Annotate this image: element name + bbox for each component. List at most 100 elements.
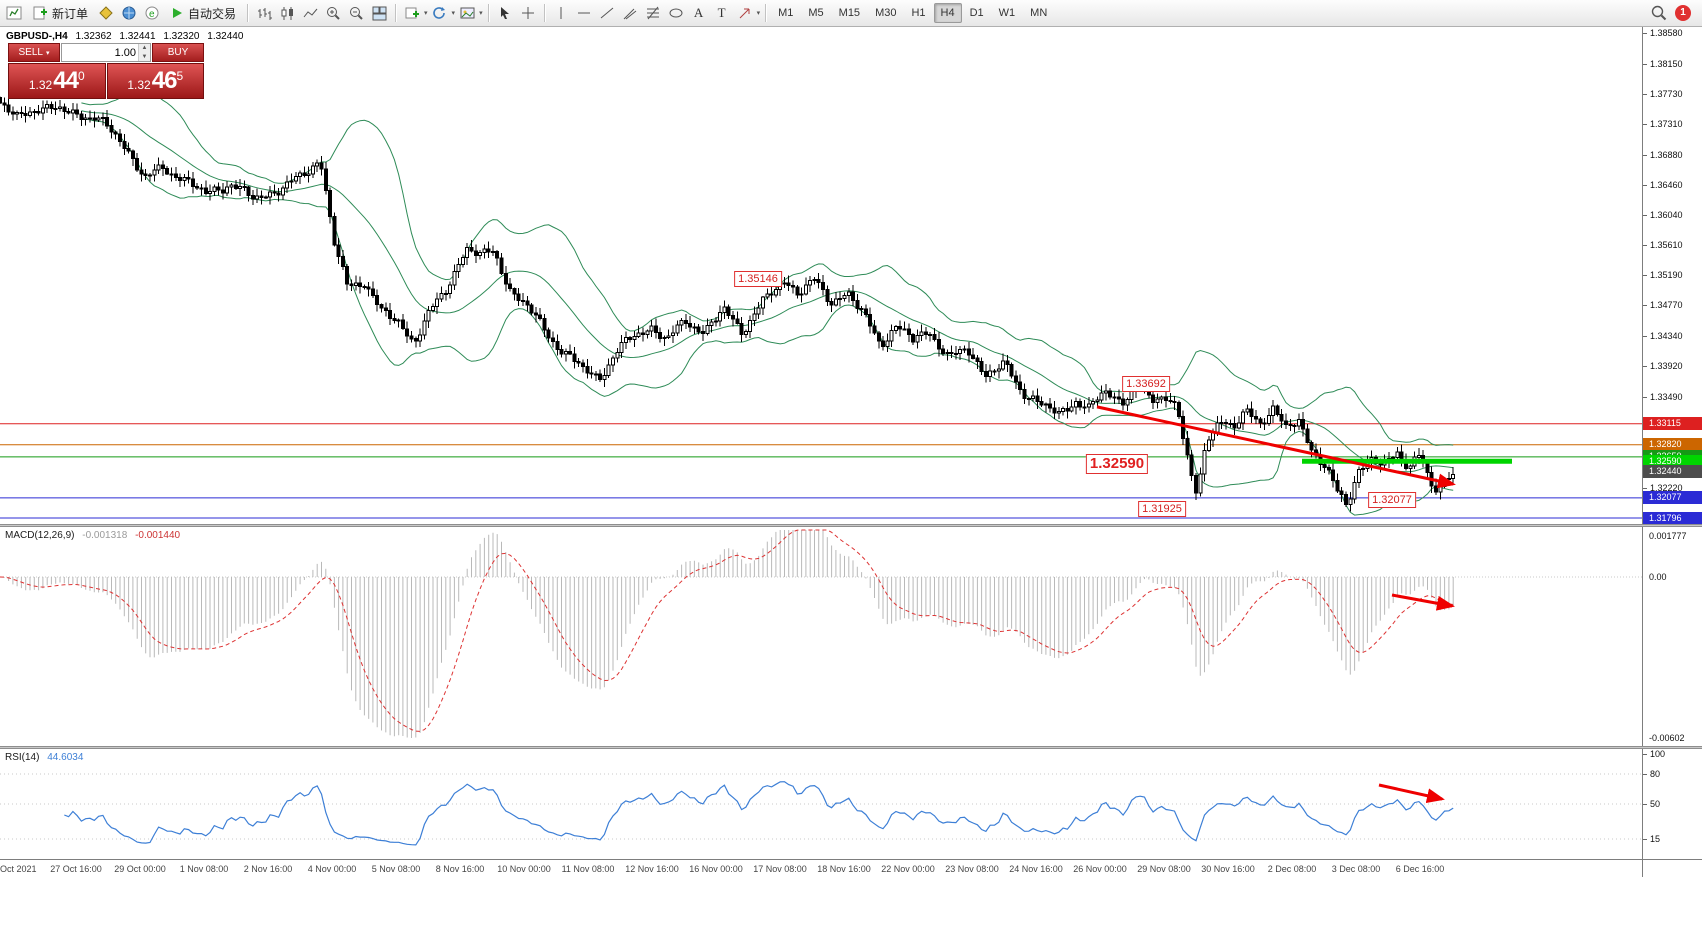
- price-annotation[interactable]: 1.33692: [1122, 376, 1170, 392]
- price-tick: 1.33920: [1643, 361, 1683, 371]
- buy-mode-button[interactable]: BUY: [152, 43, 204, 62]
- channel-tool-icon[interactable]: [619, 2, 641, 24]
- fibonacci-tool-icon[interactable]: [642, 2, 664, 24]
- shapes-tool-icon[interactable]: [665, 2, 687, 24]
- zoom-out-icon[interactable]: [345, 2, 367, 24]
- price-badge: 1.32440: [1643, 465, 1702, 478]
- play-icon: [170, 2, 184, 24]
- new-order-label: 新订单: [52, 6, 89, 21]
- arrows-tool-icon[interactable]: [734, 2, 756, 24]
- toolbar-separator: [543, 4, 545, 22]
- time-axis-label: 18 Nov 16:00: [817, 864, 871, 874]
- macd-row: MACD(12,26,9) -0.001318 -0.001440 0.0017…: [0, 527, 1702, 746]
- zoom-in-icon[interactable]: [322, 2, 344, 24]
- price-tick: 1.37730: [1643, 89, 1683, 99]
- sell-price-big: 44: [53, 67, 79, 94]
- price-scale[interactable]: 1.38580 1.38150 1.37730 1.37310 1.36880 1.364…: [1642, 27, 1702, 524]
- close-value: 1.32440: [207, 31, 244, 42]
- rsi-scale[interactable]: 100 80 50 15: [1642, 749, 1702, 859]
- line-chart-type-icon[interactable]: [299, 2, 321, 24]
- macd-signal-line: [0, 529, 1454, 732]
- rsi-row: RSI(14) 44.6034 100 80 50 15: [0, 749, 1702, 859]
- text-tool-icon[interactable]: A: [693, 5, 704, 20]
- tf-button-d1[interactable]: D1: [969, 7, 984, 19]
- price-tick: 1.38580: [1643, 28, 1683, 38]
- autotrading-button[interactable]: 自动交易: [164, 2, 242, 24]
- main-chart-panel[interactable]: GBPUSD-,H4 1.32362 1.32441 1.32320 1.324…: [0, 27, 1642, 524]
- crosshair-icon[interactable]: [517, 2, 539, 24]
- notification-badge[interactable]: 1: [1675, 5, 1691, 21]
- bollinger-upper: [81, 89, 1454, 446]
- cursor-icon[interactable]: [494, 2, 516, 24]
- templates-icon[interactable]: [401, 2, 423, 24]
- trendline-tool-icon[interactable]: [596, 2, 618, 24]
- search-icon[interactable]: [1648, 2, 1670, 24]
- horizontal-line-tool-icon[interactable]: [573, 2, 595, 24]
- sell-price-button[interactable]: 1.32 44 0: [8, 63, 106, 99]
- price-tick: 1.35190: [1643, 270, 1683, 280]
- price-annotation[interactable]: 1.32590: [1085, 454, 1149, 474]
- macd-signal-value: -0.001440: [135, 530, 181, 541]
- rsi-panel[interactable]: RSI(14) 44.6034: [0, 749, 1642, 859]
- market-watch-icon[interactable]: [118, 2, 140, 24]
- step-down-icon[interactable]: ▼: [139, 52, 150, 61]
- step-up-icon[interactable]: ▲: [139, 44, 150, 53]
- chevron-down-icon[interactable]: ▾: [479, 10, 483, 17]
- tile-windows-icon[interactable]: [368, 2, 390, 24]
- tf-button-m5[interactable]: M5: [808, 7, 824, 19]
- time-axis-label: 11 Nov 08:00: [561, 864, 615, 874]
- sell-mode-button[interactable]: SELL ▾: [8, 43, 60, 62]
- time-axis-label: 12 Nov 16:00: [625, 864, 679, 874]
- macd-scale[interactable]: 0.001777 0.00 -0.00602: [1642, 527, 1702, 746]
- tf-button-h1[interactable]: H1: [911, 7, 926, 19]
- indicators-icon[interactable]: [95, 2, 117, 24]
- tf-button-mn[interactable]: MN: [1030, 7, 1048, 19]
- chevron-down-icon[interactable]: ▾: [424, 10, 428, 17]
- time-axis-label: 5 Nov 08:00: [371, 864, 421, 874]
- chart-shot-icon[interactable]: [456, 2, 478, 24]
- panel-separator[interactable]: [0, 746, 1702, 749]
- toolbar: 新订单 e 自动交易 ▾ ▾ ▾: [0, 0, 1702, 27]
- panel-separator[interactable]: [0, 524, 1702, 527]
- macd-label: MACD(12,26,9) -0.001318 -0.001440: [5, 530, 180, 541]
- label-tool-icon[interactable]: T: [717, 5, 726, 20]
- tf-button-m15[interactable]: M15: [838, 7, 861, 19]
- rsi-scale-tick: 15: [1643, 834, 1660, 844]
- vertical-line-tool-icon[interactable]: [550, 2, 572, 24]
- buy-price-button[interactable]: 1.32 46 5: [106, 63, 204, 99]
- chart-area: GBPUSD-,H4 1.32362 1.32441 1.32320 1.324…: [0, 27, 1702, 877]
- time-axis-label: 1 Nov 08:00: [179, 864, 229, 874]
- time-axis-label: 6 Dec 16:00: [1395, 864, 1445, 874]
- tf-button-h4[interactable]: H4: [933, 3, 962, 23]
- price-badge: 1.32077: [1643, 491, 1702, 504]
- refresh-icon[interactable]: [429, 2, 451, 24]
- price-tick: 1.34770: [1643, 300, 1683, 310]
- price-tick: 1.36460: [1643, 180, 1683, 190]
- tf-button-m30[interactable]: M30: [875, 7, 897, 19]
- bollinger-lower: [81, 118, 1454, 516]
- sell-price-prefix: 1.32: [28, 78, 53, 92]
- new-chart-icon[interactable]: [3, 2, 25, 24]
- macd-scale-zero: 0.00: [1649, 572, 1667, 582]
- time-axis-label: 2 Nov 16:00: [243, 864, 293, 874]
- volume-input[interactable]: [62, 44, 138, 61]
- new-order-button[interactable]: 新订单: [26, 2, 94, 24]
- tf-button-w1[interactable]: W1: [998, 7, 1016, 19]
- macd-panel[interactable]: MACD(12,26,9) -0.001318 -0.001440: [0, 527, 1642, 746]
- price-annotation[interactable]: 1.32077: [1368, 492, 1416, 508]
- symbol-period-label: GBPUSD-,H4: [6, 31, 68, 42]
- rsi-scale-tick: 50: [1643, 799, 1660, 809]
- rsi-line: [64, 781, 1454, 846]
- tf-button-m1[interactable]: M1: [778, 7, 794, 19]
- chevron-down-icon[interactable]: ▾: [756, 10, 761, 17]
- price-annotation[interactable]: 1.31925: [1138, 501, 1186, 517]
- expert-icon[interactable]: e: [141, 2, 163, 24]
- candlestick-chart-type-icon[interactable]: [276, 2, 298, 24]
- volume-stepper[interactable]: ▲ ▼: [138, 44, 150, 61]
- price-annotation[interactable]: 1.35146: [734, 271, 782, 287]
- time-axis[interactable]: 26 Oct 2021 27 Oct 16:00 29 Oct 00:00 1 Nov…: [0, 860, 1642, 877]
- bar-chart-type-icon[interactable]: [253, 2, 275, 24]
- sell-label: SELL: [18, 47, 43, 58]
- chevron-down-icon[interactable]: ▾: [451, 10, 456, 17]
- macd-main-value: -0.001318: [82, 530, 128, 541]
